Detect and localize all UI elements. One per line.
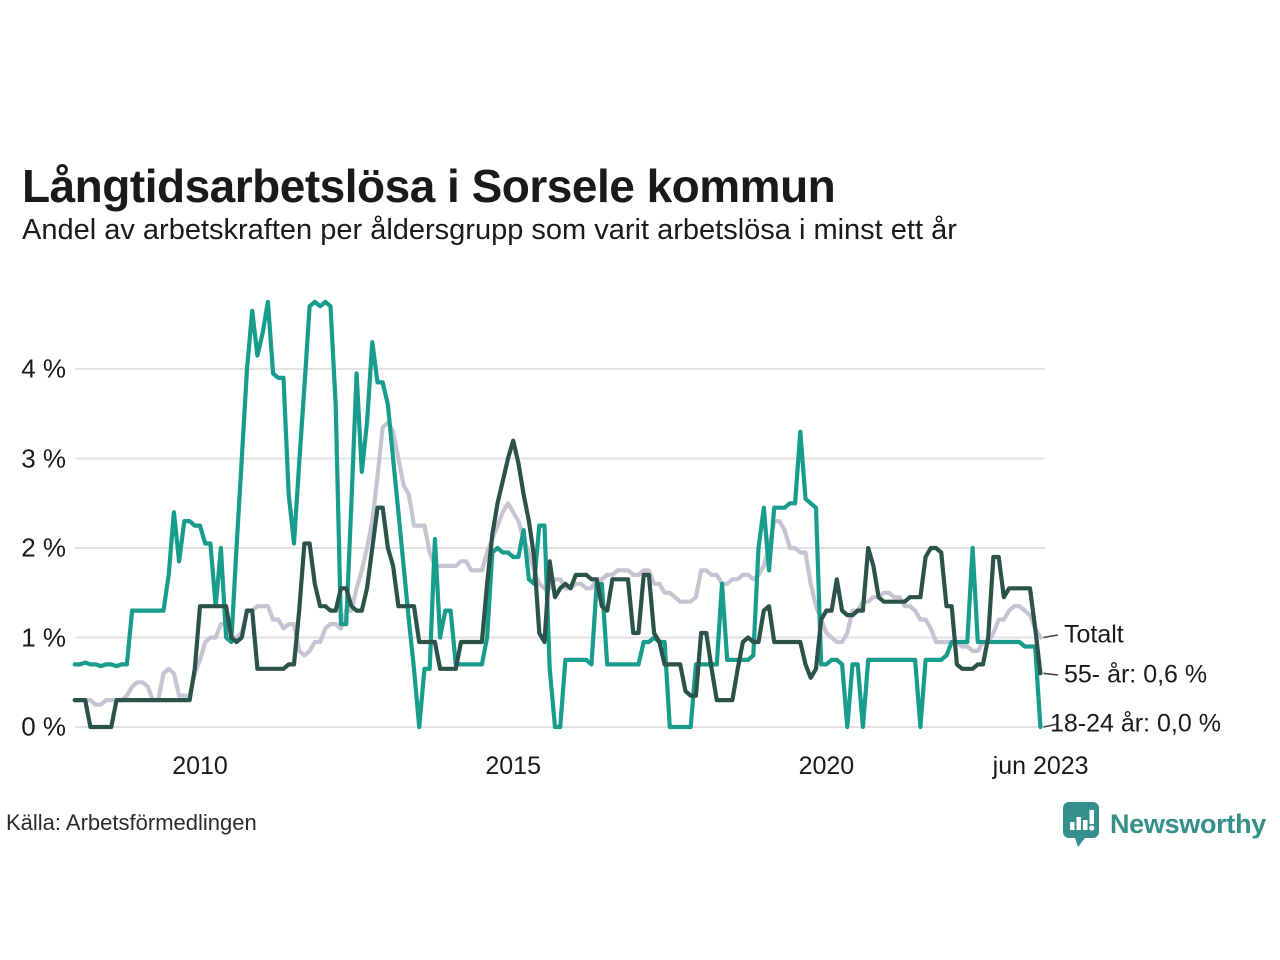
newsworthy-wordmark: Newsworthy xyxy=(1109,809,1266,839)
page-title: Långtidsarbetslösa i Sorsele kommun xyxy=(22,159,836,212)
x-axis-tick-label: 2010 xyxy=(172,752,228,780)
series-label-55-ar: 55- år: 0,6 % xyxy=(1064,660,1208,689)
series-line-18-24r xyxy=(72,299,1043,730)
page-subtitle: Andel av arbetskraften per åldersgrupp s… xyxy=(22,214,957,246)
label-connector xyxy=(1043,672,1059,676)
label-connector xyxy=(1043,634,1059,639)
label-connector xyxy=(1043,723,1059,728)
newsworthy-bubble-icon xyxy=(1062,802,1099,847)
y-axis-tick-label: 1 % xyxy=(21,622,66,652)
series-line-55-r xyxy=(72,438,1043,730)
y-axis-tick-label: 2 % xyxy=(21,532,66,563)
source-note: Källa: Arbetsförmedlingen xyxy=(6,810,257,835)
newsworthy-logo-link[interactable]: Newsworthy xyxy=(1062,801,1266,848)
series-label-18-24-ar: 18-24 år: 0,0 % xyxy=(1050,709,1221,738)
y-axis-tick-label: 4 % xyxy=(21,353,66,384)
series-label-totalt: Totalt xyxy=(1064,620,1124,649)
y-axis-tick-label: 3 % xyxy=(21,443,66,473)
x-axis-tick-label: 2020 xyxy=(798,752,855,780)
x-axis-tick-label: jun 2023 xyxy=(992,752,1089,780)
y-axis-tick-label: 0 % xyxy=(21,711,66,742)
x-axis-tick-label: 2015 xyxy=(485,752,541,780)
